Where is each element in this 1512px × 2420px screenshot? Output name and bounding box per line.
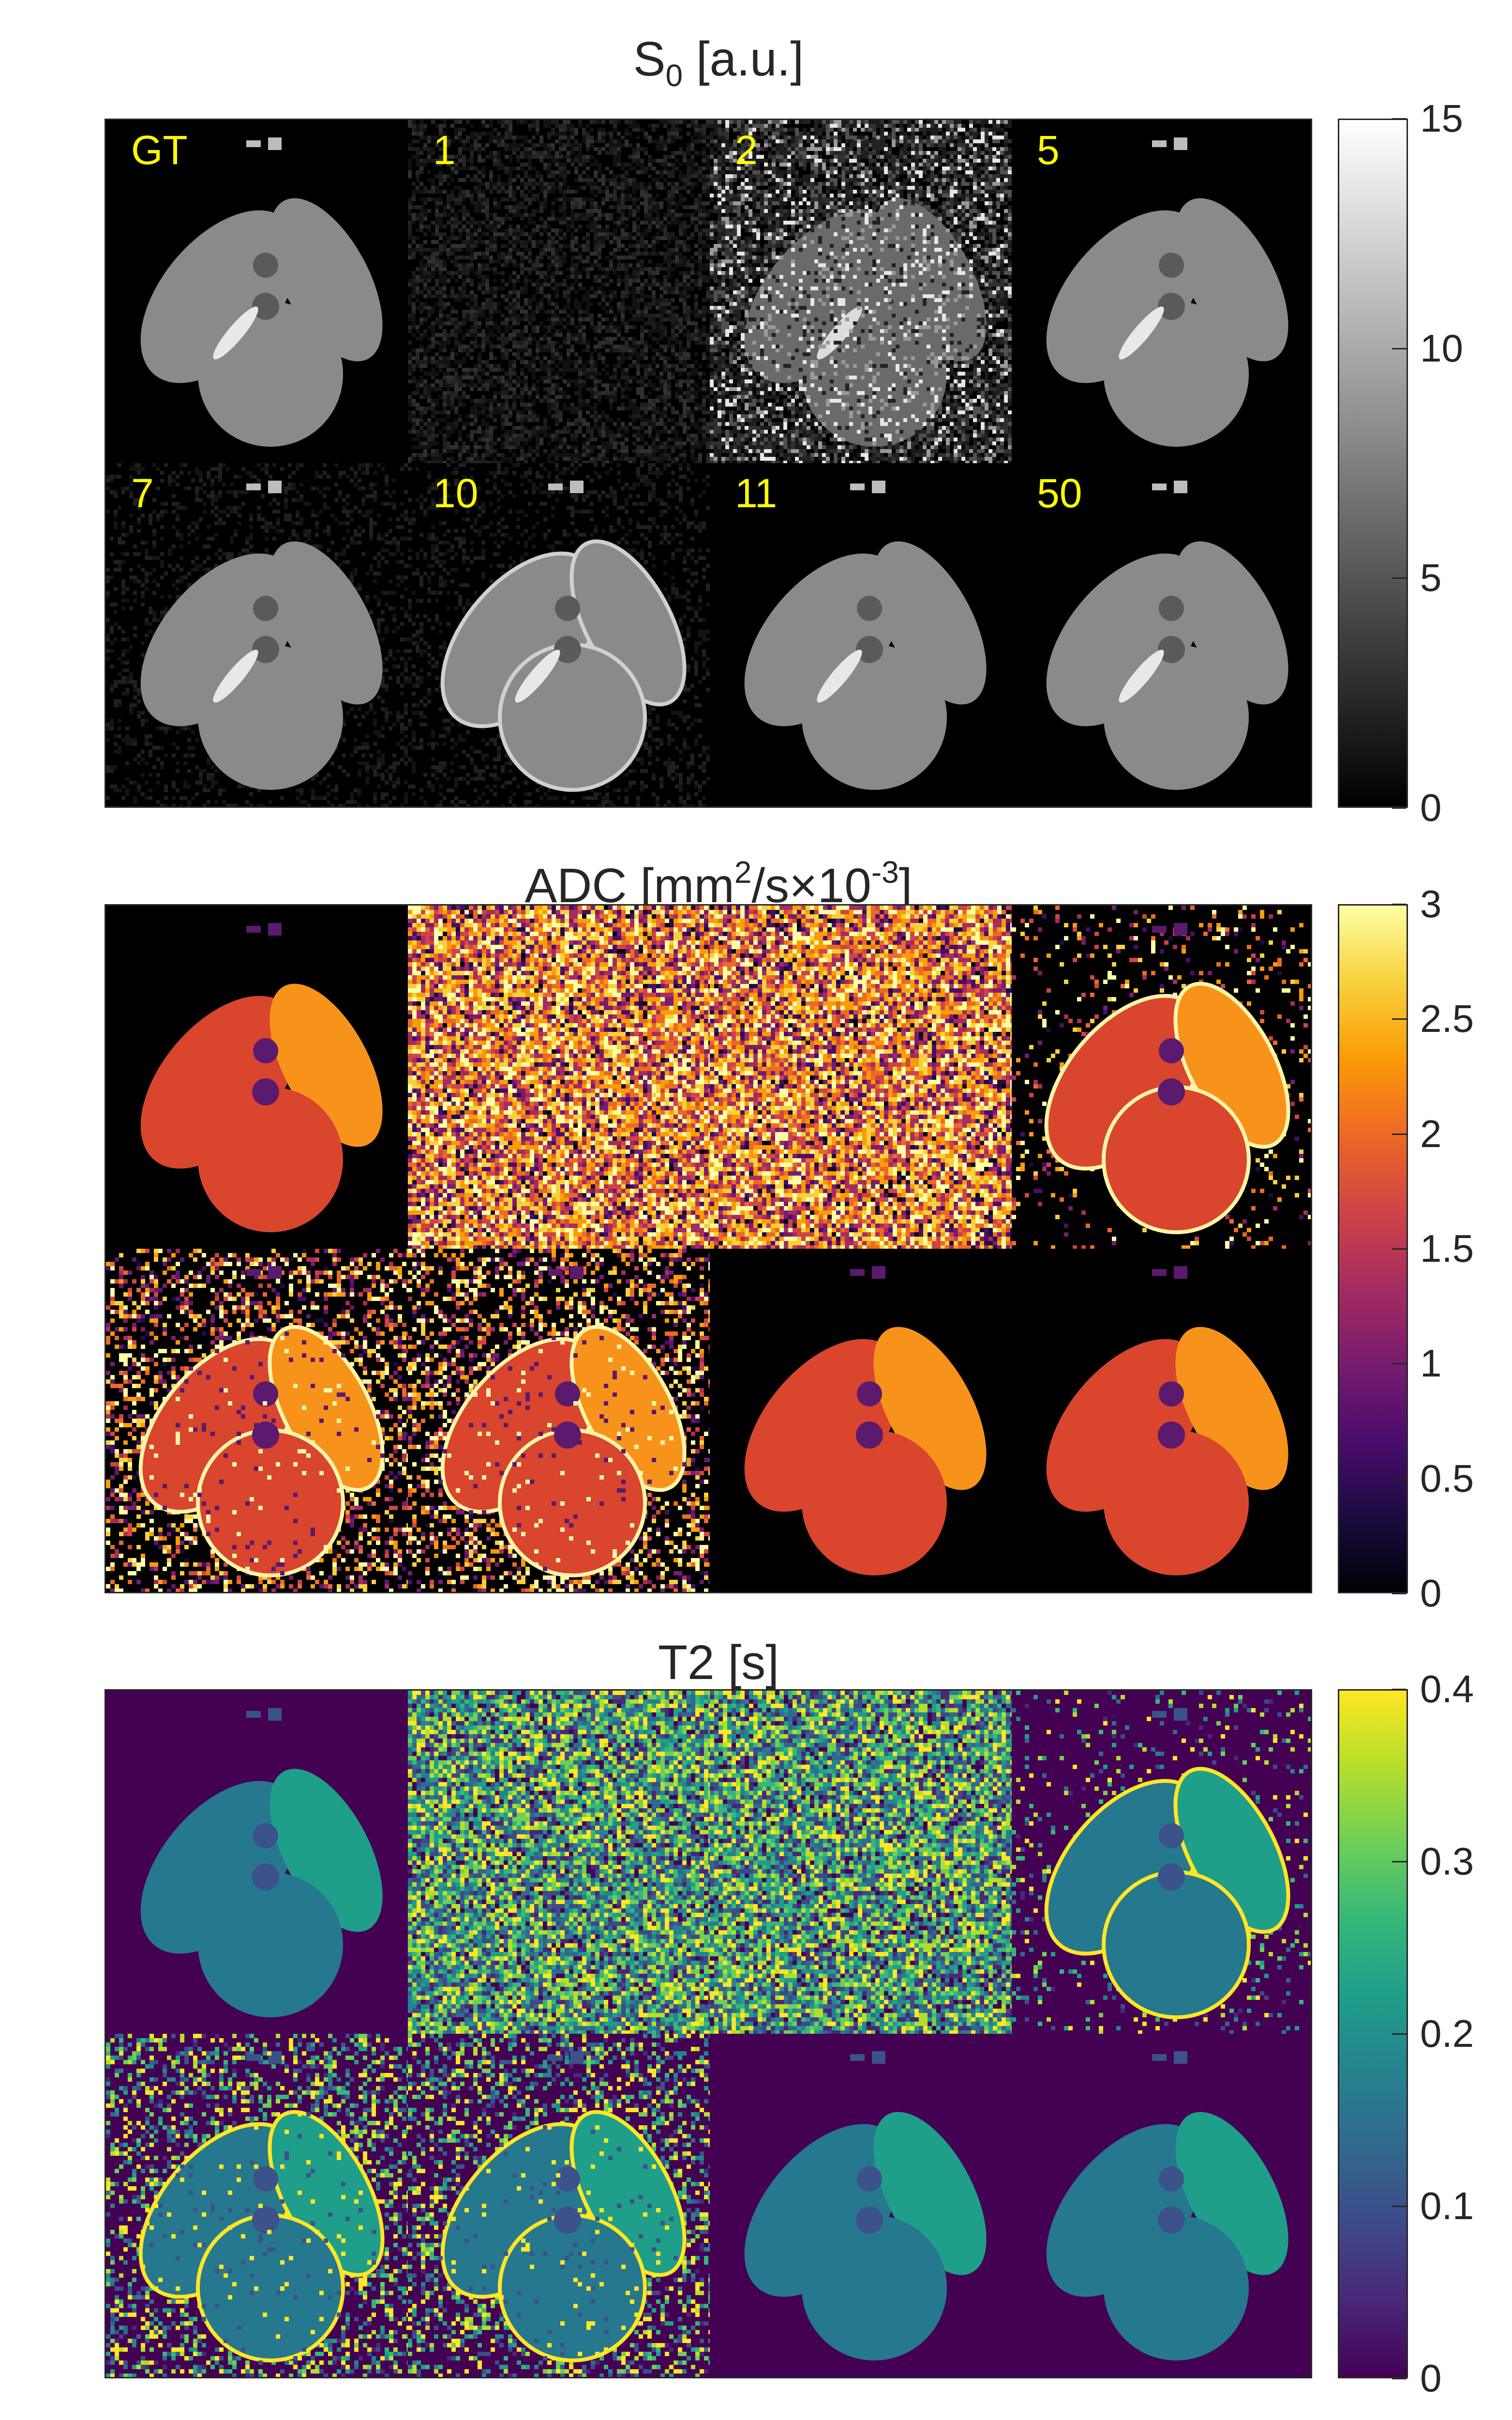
t2-colorbar-tick-mark (1392, 2378, 1407, 2379)
s0-tile-label: 1 (433, 127, 456, 174)
s0-title-sub: 0 (665, 58, 683, 93)
s0-colorbar-tick-label: 15 (1420, 99, 1463, 138)
adc-tile-4 (1012, 906, 1311, 1249)
t2-t5-phantom (138, 2051, 385, 2362)
adc-map-grid (105, 904, 1312, 1593)
s0-t5-phantom (140, 481, 383, 790)
s0-colorbar-tick-label: 10 (1420, 329, 1463, 368)
adc-t6-phantom (440, 1266, 687, 1577)
t2-colorbar-tick-label: 0.2 (1420, 2014, 1474, 2053)
adc-tile-3 (710, 906, 1012, 1249)
s0-colorbar (1338, 119, 1408, 808)
adc-tile-8 (1012, 1249, 1311, 1592)
s0-panel-title: S0 [a.u.] (102, 30, 1335, 105)
s0-colorbar-tick-mark (1392, 807, 1407, 809)
t2-colorbar-tick-mark (1392, 2206, 1407, 2207)
t2-t1-phantom (140, 1708, 383, 2017)
t2-colorbar-tick-mark (1392, 1689, 1407, 1690)
s0-map-grid: GT 1 2 5 7 10 11 50 (105, 119, 1312, 808)
t2-colorbar-tick-mark (1392, 2033, 1407, 2035)
adc-colorbar-tick-mark (1392, 1478, 1407, 1480)
adc-colorbar-tick-label: 2 (1420, 1114, 1442, 1153)
adc-title-pre: ADC [mm (524, 859, 734, 913)
s0-tile-label: 7 (131, 470, 154, 517)
adc-colorbar-tick-label: 0 (1420, 1574, 1442, 1613)
s0-tile-8: 50 (1012, 463, 1311, 806)
adc-t1-phantom (140, 923, 383, 1232)
t2-colorbar-tick-label: 0 (1420, 2359, 1442, 2398)
adc-title-sup2: -3 (871, 855, 899, 890)
adc-title-mid: /s×10 (751, 859, 871, 913)
s0-tile-label: GT (131, 127, 188, 174)
adc-panel-title: ADC [mm2/s×10-3] (102, 843, 1335, 915)
s0-colorbar-tick-mark (1392, 577, 1407, 579)
s0-tile-label: 10 (433, 470, 478, 517)
s0-tile-5: 7 (106, 463, 408, 806)
s0-t8-phantom (1046, 481, 1288, 790)
s0-tile-1: GT (106, 120, 408, 463)
t2-panel-title: T2 [s] (102, 1634, 1335, 1692)
s0-t1-phantom (140, 137, 383, 447)
adc-colorbar-tick-label: 2.5 (1420, 999, 1474, 1038)
s0-colorbar-tick-label: 0 (1420, 788, 1442, 827)
s0-tile-label: 50 (1037, 470, 1082, 517)
adc-colorbar-tick-mark (1392, 904, 1407, 905)
s0-tile-2: 1 (408, 120, 710, 463)
t2-t7-phantom (744, 2051, 987, 2360)
adc-tile-1 (106, 906, 408, 1249)
t2-colorbar-tick-label: 0.3 (1420, 1842, 1474, 1881)
adc-t7-phantom (744, 1266, 987, 1575)
s0-colorbar-tick-label: 5 (1420, 559, 1442, 597)
t2-map-grid (105, 1689, 1312, 2378)
t2-colorbar-tick-label: 0.4 (1420, 1670, 1474, 1709)
adc-title-sup1: 2 (734, 855, 752, 890)
t2-t8-phantom (1046, 2051, 1288, 2360)
s0-tile-3: 2 (710, 120, 1012, 463)
adc-t8-phantom (1046, 1266, 1288, 1575)
adc-colorbar-tick-mark (1392, 1593, 1407, 1594)
s0-tile-4: 5 (1012, 120, 1311, 463)
t2-colorbar-tick-mark (1392, 1861, 1407, 1862)
adc-tile-2 (408, 906, 710, 1249)
s0-colorbar-tick-mark (1392, 118, 1407, 120)
s0-title-rest: [a.u.] (683, 32, 804, 86)
t2-tile-7 (710, 2034, 1012, 2377)
t2-tile-6 (408, 2034, 710, 2377)
adc-tile-5 (106, 1249, 408, 1592)
t2-t4-phantom (1044, 1708, 1290, 2019)
adc-colorbar-tick-label: 1.5 (1420, 1229, 1474, 1268)
s0-t6-phantom (440, 481, 687, 792)
s0-t7-phantom (744, 481, 987, 790)
t2-tile-5 (106, 2034, 408, 2377)
adc-colorbar-tick-label: 3 (1420, 885, 1442, 923)
t2-tile-4 (1012, 1691, 1311, 2034)
t2-colorbar-tick-label: 0.1 (1420, 2187, 1474, 2225)
adc-colorbar-tick-label: 1 (1420, 1344, 1442, 1383)
t2-tile-3 (710, 1691, 1012, 2034)
adc-colorbar-tick-mark (1392, 1363, 1407, 1365)
s0-tile-label: 5 (1037, 127, 1060, 174)
t2-tile-2 (408, 1691, 710, 2034)
t2-tile-8 (1012, 2034, 1311, 2377)
s0-title-base: S (633, 32, 666, 86)
s0-tile-label: 2 (735, 127, 758, 174)
s0-tile-6: 10 (408, 463, 710, 806)
adc-colorbar-tick-mark (1392, 1018, 1407, 1020)
adc-colorbar-tick-mark (1392, 1133, 1407, 1135)
s0-tile-7: 11 (710, 463, 1012, 806)
adc-tile-7 (710, 1249, 1012, 1592)
adc-tile-6 (408, 1249, 710, 1592)
s0-tile-label: 11 (735, 470, 777, 517)
adc-colorbar-tick-label: 0.5 (1420, 1459, 1474, 1498)
s0-colorbar-tick-mark (1392, 348, 1407, 349)
t2-tile-1 (106, 1691, 408, 2034)
adc-colorbar-tick-mark (1392, 1248, 1407, 1250)
adc-title-post: ] (899, 859, 913, 913)
s0-t4-phantom (1046, 137, 1288, 447)
adc-t4-phantom (1044, 923, 1290, 1234)
t2-title-base: T2 [s] (658, 1635, 779, 1690)
